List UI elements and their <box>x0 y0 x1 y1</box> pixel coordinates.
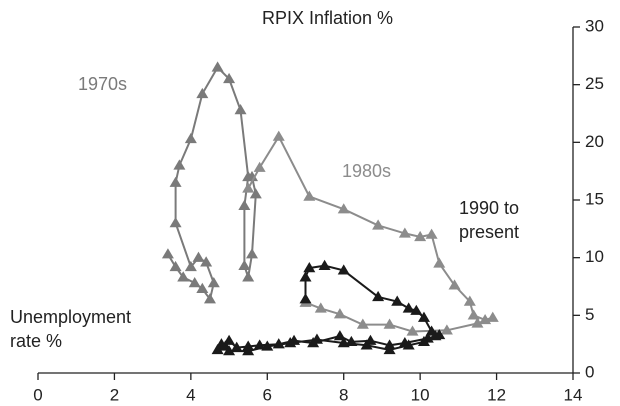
marker <box>261 340 274 351</box>
marker <box>337 264 350 275</box>
marker <box>383 318 396 329</box>
marker <box>471 317 484 328</box>
marker <box>448 279 461 290</box>
marker <box>463 295 476 306</box>
marker <box>337 337 350 348</box>
marker <box>299 271 312 282</box>
marker <box>486 311 499 322</box>
marker <box>333 330 346 341</box>
marker <box>299 293 312 304</box>
marker <box>414 230 427 242</box>
marker <box>391 295 404 306</box>
x-axis-label: Unemployment rate % <box>10 307 132 351</box>
marker <box>356 318 369 329</box>
marker <box>398 227 411 238</box>
x-tick-label: 6 <box>263 385 272 404</box>
marker <box>230 341 243 352</box>
marker <box>372 219 385 230</box>
marker <box>169 217 182 228</box>
x-tick-label: 4 <box>186 385 195 404</box>
marker <box>253 339 266 350</box>
marker <box>253 161 266 172</box>
y-axis-label: RPIX Inflation % <box>262 8 394 28</box>
marker <box>177 271 190 282</box>
marker <box>169 176 182 187</box>
marker <box>169 260 182 272</box>
marker <box>161 248 174 259</box>
y-tick-label: 5 <box>585 305 594 324</box>
y-tick-label: 30 <box>585 16 604 35</box>
series-label: 1970s <box>78 74 128 94</box>
marker <box>314 302 327 313</box>
marker <box>215 338 228 349</box>
marker <box>383 343 396 355</box>
marker <box>410 304 423 315</box>
marker <box>303 262 316 273</box>
marker <box>246 248 258 259</box>
marker <box>238 199 251 210</box>
marker <box>242 182 255 193</box>
marker <box>207 277 220 288</box>
marker <box>467 309 480 320</box>
marker <box>440 324 453 335</box>
marker <box>238 259 251 270</box>
marker <box>284 337 297 348</box>
marker <box>272 338 285 349</box>
series-label: 1980s <box>342 161 392 181</box>
marker <box>417 335 430 347</box>
y-tick-label: 15 <box>585 189 604 208</box>
marker <box>417 311 430 322</box>
marker <box>337 203 350 214</box>
marker <box>234 104 247 115</box>
y-tick-label: 10 <box>585 247 604 266</box>
y-tick-label: 0 <box>585 362 594 381</box>
marker <box>184 132 197 144</box>
marker <box>272 130 285 141</box>
marker <box>196 87 209 99</box>
marker <box>211 343 224 355</box>
marker <box>402 339 415 350</box>
marker <box>310 333 323 344</box>
marker <box>173 159 186 170</box>
marker <box>223 345 236 356</box>
marker <box>372 290 385 302</box>
y-tick-label: 20 <box>585 132 604 151</box>
marker <box>333 308 346 319</box>
marker <box>360 339 373 350</box>
marker <box>246 170 258 182</box>
x-tick-label: 10 <box>411 385 430 404</box>
marker <box>211 61 224 72</box>
x-tick-label: 0 <box>33 385 42 404</box>
marker <box>433 257 446 268</box>
x-tick-label: 8 <box>339 385 348 404</box>
x-tick-label: 2 <box>110 385 119 404</box>
marker <box>184 260 197 272</box>
marker <box>242 271 255 282</box>
y-tick-label: 25 <box>585 74 604 93</box>
marker <box>188 277 201 288</box>
marker <box>203 293 216 304</box>
marker <box>429 330 442 341</box>
marker <box>402 302 415 313</box>
marker <box>223 72 236 84</box>
marker <box>242 345 255 356</box>
marker <box>192 251 205 262</box>
marker <box>200 256 213 267</box>
marker <box>425 228 438 239</box>
marker <box>249 188 262 199</box>
marker <box>303 190 316 201</box>
marker <box>318 259 331 270</box>
marker <box>196 282 209 294</box>
series-label: 1990 to present <box>459 198 520 242</box>
x-tick-label: 14 <box>564 385 583 404</box>
x-tick-label: 12 <box>487 385 506 404</box>
marker <box>406 325 419 336</box>
marker <box>345 335 358 347</box>
